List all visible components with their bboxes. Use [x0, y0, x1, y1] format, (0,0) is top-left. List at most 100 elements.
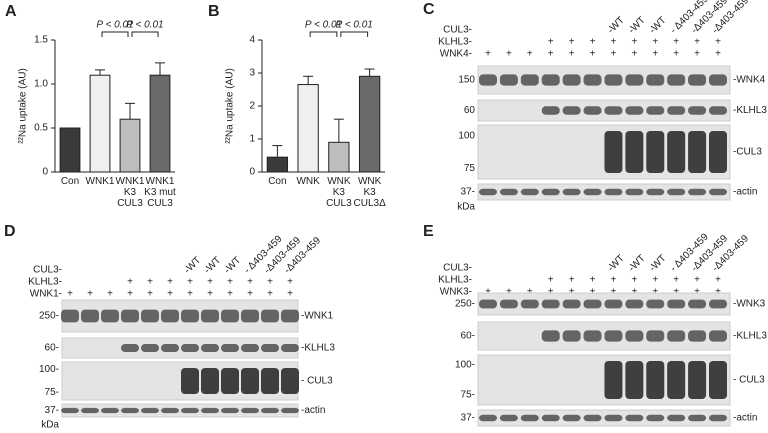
lane-label: -WT [182, 255, 203, 276]
lane-label: -WT [222, 255, 243, 276]
band [541, 299, 560, 309]
band [281, 407, 299, 414]
band [583, 74, 602, 86]
lane-label: + [548, 37, 554, 48]
band-name: -CUL3 [733, 147, 762, 158]
band [583, 330, 602, 342]
lane-label: + [207, 277, 213, 288]
mw-marker: 100- [455, 360, 475, 371]
lane-label: + [527, 49, 533, 60]
band [646, 299, 665, 309]
band [625, 361, 644, 399]
band [541, 74, 560, 86]
lane-label: + [631, 275, 637, 286]
panel-letter: B [208, 3, 220, 20]
lane-label: + [694, 275, 700, 286]
band [141, 344, 159, 352]
lane-label: -WT [606, 253, 627, 274]
band [583, 414, 602, 422]
condition-label: KLHL3- [438, 37, 472, 48]
band [646, 131, 665, 173]
band-name: - CUL3 [733, 375, 765, 386]
band [181, 344, 199, 352]
p-value: P < 0.01 [126, 20, 163, 31]
band [181, 309, 199, 323]
lane-label: + [227, 277, 233, 288]
p-value: P < 0.01 [305, 20, 342, 31]
bar [89, 74, 111, 173]
lane-label: + [694, 49, 700, 60]
band [583, 106, 602, 115]
lane-label: + [590, 49, 596, 60]
band [646, 74, 665, 86]
blot-strip [477, 321, 731, 351]
y-tick-label: 4 [249, 35, 255, 46]
bracket [101, 31, 129, 37]
band [541, 330, 560, 342]
mw-marker: 75- [461, 390, 475, 401]
band [241, 407, 259, 414]
band [562, 106, 581, 115]
band [241, 368, 259, 394]
lane-label: + [287, 277, 293, 288]
bracket [340, 31, 369, 37]
lane-label: + [652, 49, 658, 60]
band [646, 188, 665, 196]
condition-label: WNK3- [440, 287, 472, 298]
band [709, 361, 727, 399]
lane-label: + [107, 289, 113, 300]
lane-label: + [715, 37, 721, 48]
band [688, 414, 707, 422]
band [709, 188, 727, 196]
x-tick-label: WNK1 K3 mut CUL3 [144, 176, 176, 209]
band [201, 407, 219, 414]
band [479, 188, 497, 196]
band [520, 188, 539, 196]
band [161, 407, 179, 414]
band [604, 330, 623, 342]
lane-label: + [485, 49, 491, 60]
x-tick-label: WNK [296, 176, 320, 187]
band [583, 299, 602, 309]
lane-label: + [611, 287, 617, 298]
mw-marker: 250- [455, 299, 475, 310]
lane-label: + [247, 277, 253, 288]
mw-marker: 60- [45, 343, 59, 354]
band [121, 309, 139, 323]
mw-marker: 75 [464, 163, 476, 174]
band [688, 131, 707, 173]
band [625, 330, 644, 342]
mw-marker: 37- [461, 413, 475, 424]
lane-label: + [485, 287, 491, 298]
band [261, 309, 279, 323]
band [81, 407, 99, 414]
lane-label: + [207, 289, 213, 300]
band [161, 344, 179, 352]
lane-label: + [548, 275, 554, 286]
band [667, 106, 686, 115]
lane-label: + [506, 49, 512, 60]
mw-marker: 37- [461, 187, 475, 198]
lane-label: + [527, 287, 533, 298]
condition-label: CUL3- [443, 263, 472, 274]
band [181, 407, 199, 414]
band-name: -actin [301, 405, 325, 416]
p-value: P < 0.01 [336, 20, 373, 31]
band [583, 188, 602, 196]
lane-label: + [652, 37, 658, 48]
band [161, 309, 179, 323]
band [646, 106, 665, 115]
band [709, 131, 727, 173]
lane-label: -WT [606, 15, 627, 36]
mw-marker: 60- [461, 331, 475, 342]
band [625, 414, 644, 422]
band [221, 407, 239, 414]
lane-label: + [67, 289, 73, 300]
band [141, 309, 159, 323]
x-tick-label: WNK1 K3 CUL3 [115, 176, 145, 209]
bar [119, 118, 141, 173]
lane-label: + [87, 289, 93, 300]
lane-label: + [673, 275, 679, 286]
